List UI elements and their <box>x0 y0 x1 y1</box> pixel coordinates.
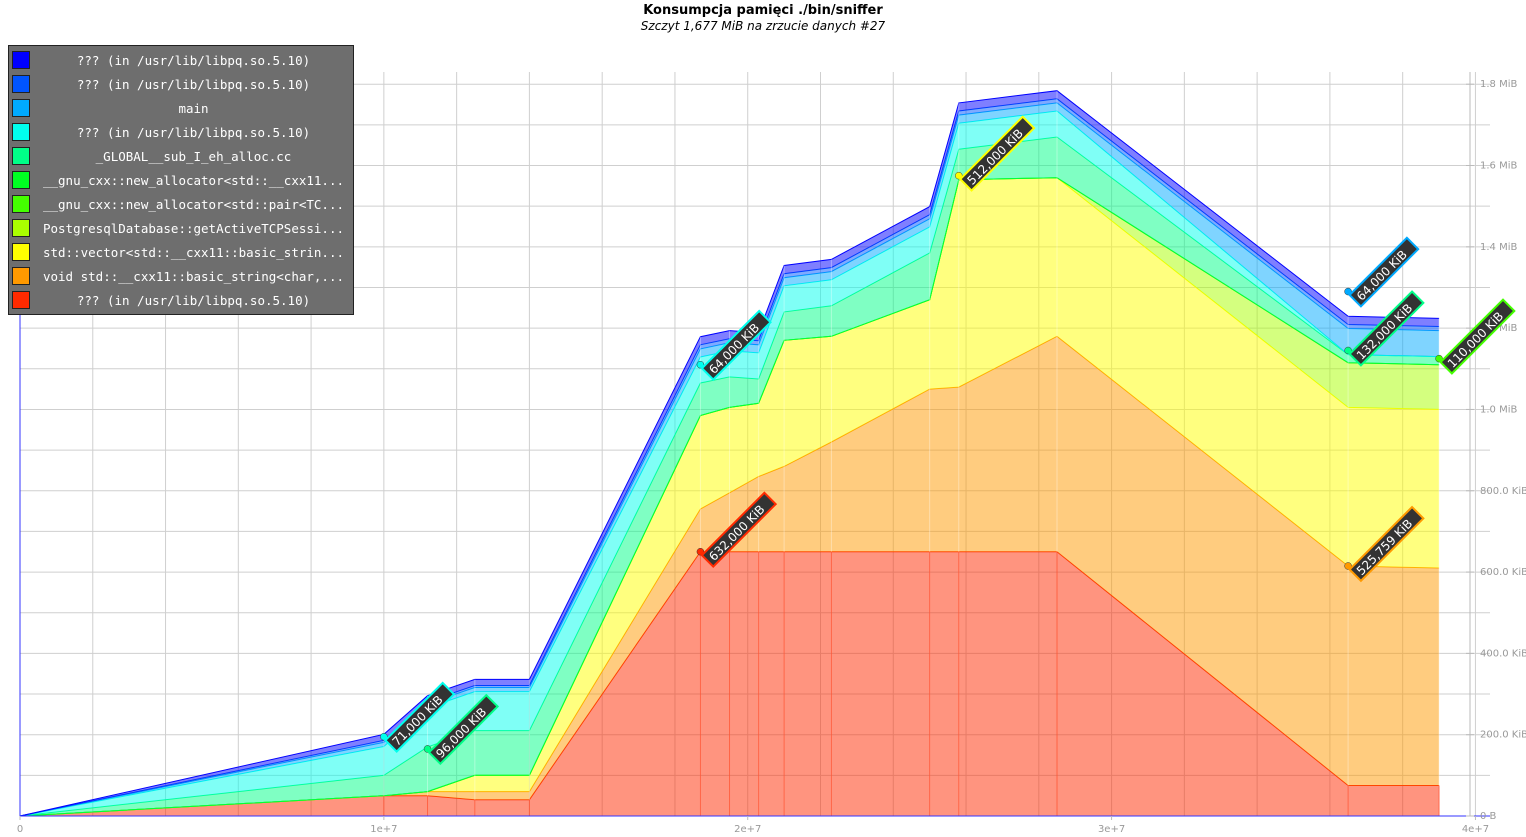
y-tick-label: 200.0 KiB <box>1480 730 1526 741</box>
legend-item: _GLOBAL__sub_I_eh_alloc.cc <box>9 144 353 168</box>
legend: ??? (in /usr/lib/libpq.so.5.10) ??? (in /… <box>8 45 354 315</box>
legend-swatch <box>12 267 30 285</box>
x-tick-label: 4e+7 <box>1462 824 1489 835</box>
legend-label: ??? (in /usr/lib/libpq.so.5.10) <box>76 292 311 308</box>
legend-swatch <box>12 99 30 117</box>
annotation-point <box>1344 346 1352 355</box>
y-tick-label: 1.8 MiB <box>1480 79 1517 90</box>
legend-label: ??? (in /usr/lib/libpq.so.5.10) <box>76 52 311 68</box>
legend-item: ??? (in /usr/lib/libpq.so.5.10) <box>9 72 353 96</box>
x-tick-label: 2e+7 <box>734 824 761 835</box>
legend-label: void std::__cxx11::basic_string<char,... <box>42 268 345 284</box>
series-area <box>20 177 1440 816</box>
y-tick-label: 800.0 KiB <box>1480 486 1526 497</box>
legend-item: __gnu_cxx::new_allocator<std::pair<TC... <box>9 192 353 216</box>
annotation-box <box>383 681 456 753</box>
legend-item: __gnu_cxx::new_allocator<std::__cxx11... <box>9 168 353 192</box>
legend-swatch <box>12 219 30 237</box>
x-tick-label: 3e+7 <box>1098 824 1125 835</box>
annotation-point <box>423 745 432 753</box>
annotation-box <box>427 693 500 766</box>
legend-label: __gnu_cxx::new_allocator<std::__cxx11... <box>42 172 345 188</box>
legend-swatch <box>12 51 30 69</box>
y-tick-label: 1.2 MiB <box>1480 323 1517 334</box>
legend-swatch <box>12 243 30 261</box>
chart-title: Konsumpcja pamięci ./bin/sniffer <box>643 3 883 18</box>
annotation-box <box>1348 505 1425 583</box>
legend-label: ??? (in /usr/lib/libpq.so.5.10) <box>76 124 311 140</box>
legend-item: ??? (in /usr/lib/libpq.so.5.10) <box>9 48 353 72</box>
legend-label: PostgresqlDatabase::getActiveTCPSessi... <box>42 220 345 236</box>
axes: 0 B 200.0 KiB 400.0 KiB 600.0 KiB 800.0 KiB 1… <box>17 72 1526 835</box>
legend-swatch <box>12 195 30 213</box>
legend-swatch <box>12 291 30 309</box>
legend-item: ??? (in /usr/lib/libpq.so.5.10) <box>9 288 353 312</box>
series-area <box>20 336 1440 816</box>
annotation-box <box>1348 236 1420 308</box>
y-tick-label: 400.0 KiB <box>1480 648 1526 659</box>
annotation-point <box>955 171 963 180</box>
annotation-box <box>700 309 772 381</box>
chart-subtitle: Szczyt 1,677 MiB na zrzucie danych #27 <box>640 19 886 33</box>
x-tick-label: 0 <box>17 824 23 835</box>
x-tick-label: 1e+7 <box>370 824 397 835</box>
legend-item: std::vector<std::__cxx11::basic_strin... <box>9 240 353 264</box>
annotation: 110,000 KiB <box>1439 298 1516 375</box>
series-areas <box>19 90 1440 817</box>
annotation-point <box>696 360 705 369</box>
legend-label: ??? (in /usr/lib/libpq.so.5.10) <box>76 76 311 92</box>
legend-swatch <box>12 75 30 93</box>
y-tick-label: 1.0 MiB <box>1480 404 1517 415</box>
y-tick-label: 1.6 MiB <box>1480 161 1517 172</box>
legend-item: void std::__cxx11::basic_string<char,... <box>9 264 353 288</box>
legend-label: main <box>178 100 209 116</box>
legend-label: _GLOBAL__sub_I_eh_alloc.cc <box>95 148 292 164</box>
annotation-label: 64,000 KiB <box>1354 248 1410 304</box>
annotation-point <box>1344 287 1352 296</box>
annotation-point <box>380 732 388 741</box>
legend-item: ??? (in /usr/lib/libpq.so.5.10) <box>9 120 353 144</box>
legend-swatch <box>12 123 30 141</box>
y-tick-label: 0 B <box>1480 811 1497 822</box>
annotation-box <box>700 491 778 568</box>
legend-label: __gnu_cxx::new_allocator<std::pair<TC... <box>42 196 345 212</box>
annotation-box <box>958 115 1036 192</box>
legend-swatch <box>12 147 30 165</box>
legend-label: std::vector<std::__cxx11::basic_strin... <box>42 244 345 260</box>
annotation-point <box>1344 562 1352 570</box>
y-tick-label: 600.0 KiB <box>1480 567 1526 578</box>
legend-item: main <box>9 96 353 120</box>
annotation-point <box>1435 354 1443 363</box>
legend-swatch <box>12 171 30 189</box>
annotation-point <box>696 547 705 556</box>
legend-item: PostgresqlDatabase::getActiveTCPSessi... <box>9 216 353 240</box>
annotation-box <box>1348 290 1425 367</box>
annotation-box <box>1439 298 1516 375</box>
y-tick-label: 1.4 MiB <box>1480 242 1517 253</box>
